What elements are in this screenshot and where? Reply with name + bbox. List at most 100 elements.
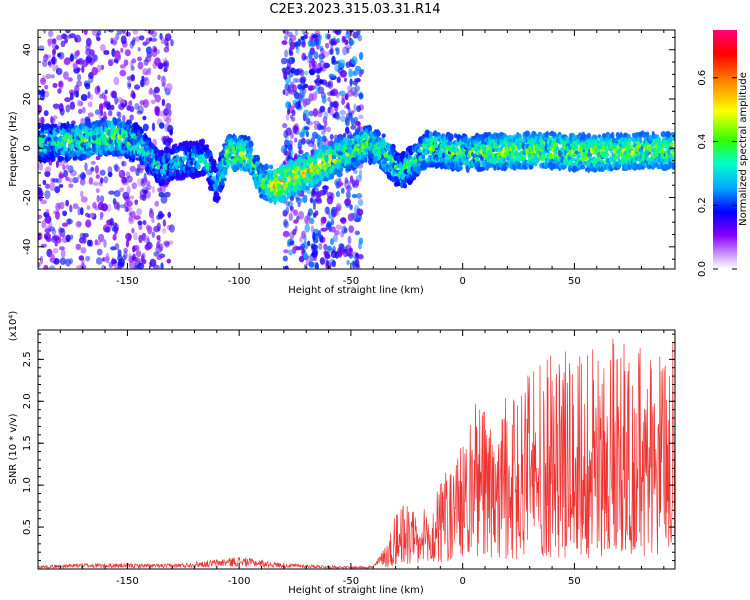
- spectrogram-cell: [342, 36, 347, 43]
- spectrogram-cell: [128, 83, 132, 88]
- spectrogram-cell: [75, 220, 82, 228]
- spectrogram-cell: [80, 207, 84, 216]
- spectrogram-cell: [286, 145, 291, 151]
- spectrogram-cell: [69, 204, 73, 213]
- spectrogram-cell: [151, 231, 155, 238]
- spectrogram-cell: [113, 190, 121, 197]
- spectrogram-plot-area: [38, 30, 675, 269]
- spectrogram-cell: [126, 105, 132, 111]
- spectrogram-cell: [354, 120, 361, 126]
- spectrogram-cell: [297, 100, 302, 109]
- spectrogram-cell: [324, 81, 332, 88]
- spectrogram-cell: [77, 73, 82, 81]
- spectrogram-cell: [107, 166, 113, 174]
- spectrogram-cell: [294, 137, 298, 143]
- spectrogram-cell: [330, 218, 335, 226]
- spectrogram-cell: [130, 65, 135, 71]
- spectrogram-cell: [72, 203, 79, 210]
- spectrogram-cell: [291, 84, 297, 93]
- spectrogram-cell: [346, 251, 352, 257]
- spectrogram-cell: [324, 154, 329, 162]
- spectrogram-cell: [149, 258, 157, 267]
- spectrogram-cell: [156, 255, 163, 260]
- spectrogram-cell: [106, 103, 112, 111]
- spectrogram-cell: [540, 154, 545, 162]
- spectrogram-cell: [169, 224, 175, 233]
- spectrogram-cell: [59, 246, 65, 251]
- spectrogram-cell: [282, 122, 288, 129]
- spectrogram-cell: [104, 89, 108, 95]
- spectrogram-cell: [303, 234, 307, 244]
- spectrogram-cell: [285, 206, 290, 215]
- spectrogram-cell: [81, 257, 85, 266]
- spectrogram-cell: [56, 52, 62, 58]
- spectrogram-cell: [560, 164, 566, 170]
- spectrogram-cell: [125, 199, 130, 205]
- spectrogram-cell: [162, 61, 168, 67]
- spectrogram-cell: [340, 115, 347, 123]
- spectrogram-cell: [152, 45, 157, 53]
- spectrogram-cell: [346, 47, 350, 54]
- spectrogram-cell: [331, 260, 336, 268]
- spectrogram-cell: [95, 188, 100, 194]
- spectrogram-cell: [204, 144, 210, 148]
- spectrogram-cell: [308, 110, 314, 117]
- spectrogram-cell: [330, 38, 338, 46]
- spectrogram-cell: [160, 36, 165, 45]
- spectrogram-cell: [261, 185, 266, 190]
- spectrogram-cell: [132, 30, 139, 35]
- spectrogram-cell: [45, 73, 52, 80]
- spectrogram-cell: [52, 157, 56, 162]
- spectrogram-cell: [76, 99, 82, 107]
- spectrogram-cell: [312, 205, 316, 210]
- spectrogram-cell: [157, 210, 164, 220]
- spectrogram-cell: [356, 193, 363, 199]
- spectrogram-cell: [44, 215, 52, 224]
- spectrogram-cell: [135, 36, 141, 42]
- spectrogram-cell: [44, 84, 49, 90]
- spectrogram-cell: [92, 202, 97, 209]
- spectrogram-cell: [282, 160, 286, 166]
- spectrogram-cell: [135, 257, 141, 264]
- spectrogram-cell: [146, 151, 150, 156]
- spectrogram-cell: [99, 177, 104, 184]
- spectrogram-cell: [153, 251, 160, 257]
- spectrogram-cell: [290, 131, 294, 140]
- spectrogram-cell: [639, 137, 643, 144]
- spectrogram-cell: [160, 262, 164, 269]
- spectrogram-cell: [359, 68, 365, 75]
- spectrogram-cell: [144, 76, 150, 86]
- spectrogram-cell: [78, 255, 85, 261]
- spectrogram-cell: [343, 227, 348, 234]
- spectrogram-cell: [142, 41, 148, 46]
- spectrogram-cell: [76, 37, 82, 43]
- spectrogram-cell: [145, 146, 149, 153]
- spectrogram-cell: [123, 196, 131, 201]
- spectrogram-cell: [145, 46, 152, 54]
- spectrogram-cell: [358, 114, 364, 119]
- spectrogram-cell: [70, 234, 74, 240]
- spectrogram-cell: [310, 41, 317, 47]
- spectrogram-cell: [348, 68, 353, 78]
- spectrogram-cell: [59, 228, 65, 233]
- spectrogram-cell: [154, 57, 161, 66]
- spectrogram-cell: [151, 37, 158, 42]
- spectrogram-cell: [47, 61, 52, 66]
- spectrogram-cell: [351, 139, 356, 145]
- spectrogram-cell: [138, 168, 144, 174]
- spectrogram-cell: [110, 90, 116, 99]
- spectrogram-cell: [330, 250, 337, 259]
- spectrogram-cell: [347, 90, 354, 97]
- spectrogram-cell: [314, 163, 318, 171]
- spectrogram-cell: [330, 206, 338, 216]
- spectrogram-cell: [335, 224, 343, 230]
- spectrogram-cell: [65, 234, 71, 243]
- spectrogram-cell: [170, 39, 174, 47]
- spectrogram-cell: [341, 95, 348, 101]
- spectrogram-cell: [308, 261, 315, 268]
- spectrogram-cell: [75, 243, 82, 251]
- spectrogram-cell: [340, 70, 347, 78]
- spectrogram-cell: [293, 126, 300, 135]
- spectrogram-cell: [348, 112, 353, 117]
